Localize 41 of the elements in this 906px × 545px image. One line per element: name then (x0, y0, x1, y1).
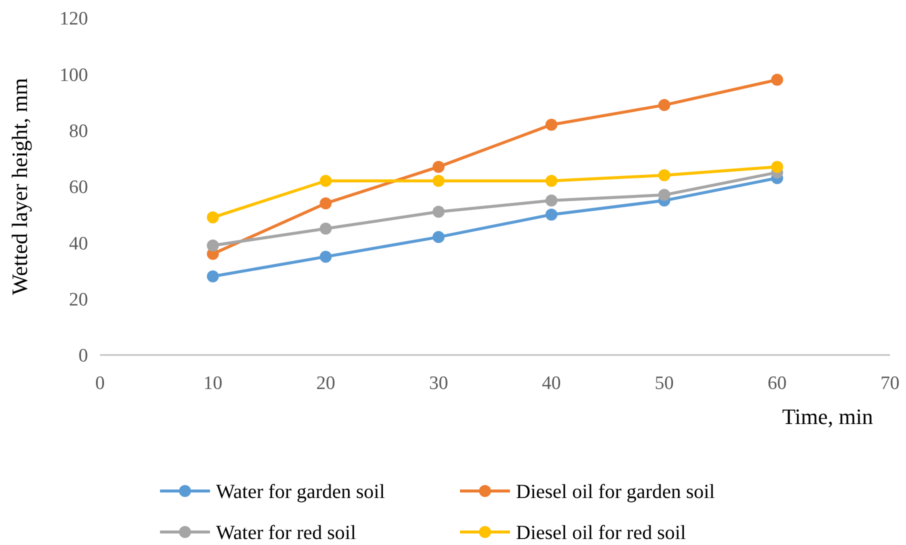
y-tick-label: 80 (69, 120, 88, 142)
legend-label: Water for garden soil (216, 481, 386, 503)
x-tick-label: 0 (95, 373, 105, 394)
point (545, 208, 558, 221)
point (432, 231, 445, 244)
y-tick-label: 100 (60, 64, 88, 86)
point (545, 118, 558, 131)
point (206, 239, 219, 252)
point (320, 197, 332, 210)
point (432, 206, 445, 218)
y-tick-label: 120 (60, 8, 88, 30)
y-tick-label: 60 (69, 177, 88, 198)
y-tick-label: 0 (78, 346, 88, 367)
y-axis-title: Wetted layer height, mm (7, 78, 32, 295)
y-tick-label: 40 (69, 233, 88, 254)
x-tick-label: 60 (768, 373, 787, 394)
point (658, 169, 670, 182)
x-axis-title: Time, min (782, 404, 873, 429)
y-tick-label: 20 (69, 289, 88, 310)
legend-label: Diesel oil for garden soil (516, 481, 716, 503)
x-tick-label: 20 (316, 373, 336, 394)
x-tick-label: 10 (203, 373, 222, 394)
point (432, 174, 445, 187)
legend-label: Water for red soil (216, 522, 356, 544)
point (771, 74, 784, 86)
point (771, 160, 784, 173)
point (320, 250, 332, 263)
point (658, 188, 670, 201)
point (545, 194, 558, 207)
legend-label: Diesel oil for red soil (516, 522, 686, 544)
point (432, 160, 445, 173)
x-tick-label: 30 (429, 373, 448, 394)
point (658, 99, 670, 112)
point (545, 174, 558, 187)
x-tick-label: 50 (654, 373, 674, 394)
x-tick-label: 40 (542, 373, 561, 394)
x-tick-label: 70 (880, 373, 900, 394)
point (320, 222, 332, 235)
point (206, 211, 219, 224)
point (320, 174, 332, 187)
point (206, 270, 219, 282)
